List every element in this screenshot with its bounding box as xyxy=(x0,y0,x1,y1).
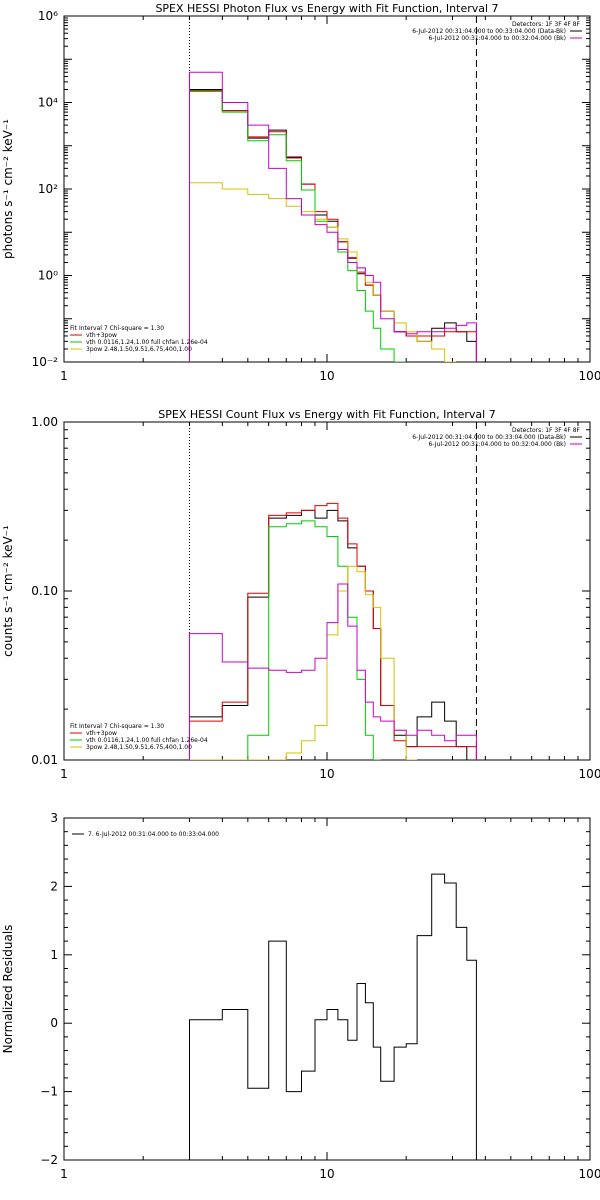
series-line-black xyxy=(189,873,477,1160)
series-line-yellow xyxy=(189,565,418,760)
legend-detectors: Detectors: 1F 3F 4F 8F xyxy=(512,21,581,28)
x-tick-label: 10 xyxy=(319,767,334,781)
series-line-black xyxy=(189,89,477,362)
y-axis-label: counts s⁻¹ cm⁻² keV⁻¹ xyxy=(1,525,15,657)
y-tick-label: 0.10 xyxy=(31,584,58,598)
legend-entry: 6-Jul-2012 00:31:04.000 to 00:32:04.000 … xyxy=(428,441,566,448)
y-tick-label: 10⁻² xyxy=(32,355,59,369)
legend-fit-header: Fit Interval 7 Chi-square = 1.30 xyxy=(70,723,164,730)
chart-title: SPEX HESSI Photon Flux vs Energy with Fi… xyxy=(155,2,498,15)
y-tick-label: 0.01 xyxy=(31,753,58,767)
y-axis-label: photons s⁻¹ cm⁻² keV⁻¹ xyxy=(1,119,15,259)
series-line-magenta xyxy=(189,583,477,760)
y-tick-label: 3 xyxy=(50,811,58,825)
x-tick-label: 10 xyxy=(319,1167,334,1181)
y-tick-label: 2 xyxy=(50,879,58,893)
x-tick-label: 1 xyxy=(60,767,68,781)
y-tick-label: 10⁶ xyxy=(38,9,58,23)
legend-entry: 7. 6-Jul-2012 00:31:04.000 to 00:33:04.0… xyxy=(88,831,219,838)
chart-panel-3: 1 10 100 −2 −1 0 1 2 3 Normalized Residuals 7. 6-J… xyxy=(1,811,600,1181)
x-tick-label: 100 xyxy=(579,369,600,383)
legend-entry: 6-Jul-2012 00:31:04.000 to 00:32:04.000 … xyxy=(428,35,566,42)
series-line-green xyxy=(189,91,407,362)
chart-title: SPEX HESSI Count Flux vs Energy with Fit… xyxy=(158,408,495,421)
series-group xyxy=(189,873,477,1160)
x-tick-label: 1 xyxy=(60,369,68,383)
legend-fit-entry: vth+3pow xyxy=(86,730,117,737)
series-line-magenta xyxy=(189,71,477,362)
legend-fit-entry: 3pow 2.48,1.50,9.51,6.75,400,1.00 xyxy=(86,346,192,353)
legend-fit-header: Fit Interval 7 Chi-square = 1.30 xyxy=(70,325,164,332)
chart-panel-2: SPEX HESSI Count Flux vs Energy with Fit… xyxy=(1,408,600,781)
y-tick-label: −1 xyxy=(40,1085,58,1099)
series-group xyxy=(189,71,477,362)
legend-fit-entry: vth 0.0116,1.24,1.00 full chfan 1.26e-04 xyxy=(86,737,208,744)
legend-fit-entry: vth+3pow xyxy=(86,332,117,339)
x-tick-label: 10 xyxy=(319,369,334,383)
series-line-red xyxy=(189,502,477,760)
y-tick-label: 0 xyxy=(50,1016,58,1030)
y-tick-label: 1.00 xyxy=(31,415,58,429)
legend-entry: 6-Jul-2012 00:31:04.000 to 00:33:04.000 … xyxy=(412,434,566,441)
x-tick-label: 100 xyxy=(579,767,600,781)
plot-frame xyxy=(63,817,591,1161)
series-line-red xyxy=(189,89,477,362)
plot-frame xyxy=(63,15,591,363)
y-tick-label: 10⁴ xyxy=(38,96,58,110)
x-tick-label: 1 xyxy=(60,1167,68,1181)
chart-panel-1: SPEX HESSI Photon Flux vs Energy with Fi… xyxy=(1,2,600,383)
y-tick-label: −2 xyxy=(40,1153,58,1167)
y-tick-label: 10² xyxy=(38,182,58,196)
legend-fit-entry: vth 0.0116,1.24,1.00 full chfan 1.26e-04 xyxy=(86,339,208,346)
legend-detectors: Detectors: 1F 3F 4F 8F xyxy=(512,427,581,434)
y-tick-label: 10⁰ xyxy=(38,269,58,283)
y-axis-label: Normalized Residuals xyxy=(1,925,15,1054)
series-group xyxy=(189,502,477,760)
series-line-green xyxy=(189,520,381,760)
series-line-yellow xyxy=(189,182,457,362)
y-tick-label: 1 xyxy=(50,948,58,962)
x-tick-label: 100 xyxy=(579,1167,600,1181)
legend-fit-entry: 3pow 2.48,1.50,9.51,6.75,400,1.00 xyxy=(86,744,192,751)
legend-entry: 6-Jul-2012 00:31:04.000 to 00:33:04.000 … xyxy=(412,28,566,35)
